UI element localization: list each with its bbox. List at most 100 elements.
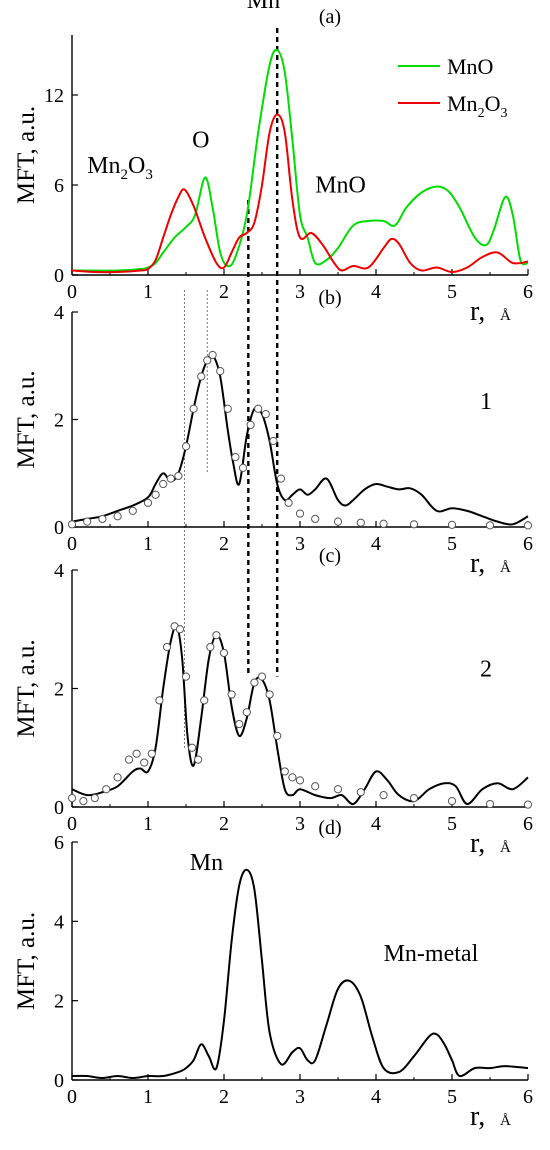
data-point <box>98 514 107 524</box>
annotation: O <box>192 128 209 154</box>
data-point <box>356 788 365 797</box>
y-tick-label: 0 <box>54 517 64 539</box>
x-tick-label: 2 <box>219 533 229 555</box>
legend-label: MnO <box>447 54 493 79</box>
data-point <box>159 479 168 489</box>
data-point <box>90 794 99 803</box>
data-point <box>409 520 419 529</box>
data-point <box>231 453 240 462</box>
panel-4: 0 1 2 3 4 5 6 0 2 4 6 MFT, a.u. r, Å (d) Mn Mn-metal <box>13 817 533 1132</box>
data-point <box>166 474 175 483</box>
x-tick-label: 1 <box>143 813 153 835</box>
data-point <box>311 782 320 791</box>
x-tick-label: 0 <box>67 813 77 835</box>
x-tick-label: 5 <box>447 813 457 835</box>
data-point <box>485 521 495 530</box>
data-point <box>485 799 495 809</box>
data-point <box>189 404 198 413</box>
x-tick-label: 1 <box>143 533 153 555</box>
data-point <box>246 420 255 429</box>
data-point <box>356 518 365 527</box>
guide-lines <box>183 28 279 748</box>
annotation: Mn2O3 <box>87 153 153 183</box>
panel-label: (b) <box>318 287 341 309</box>
data-point <box>79 796 88 806</box>
data-point <box>447 796 457 806</box>
x-tick-label: 1 <box>143 281 153 303</box>
data-point <box>242 708 251 717</box>
data-point <box>269 436 278 446</box>
data-point <box>523 521 533 530</box>
data-point <box>379 519 388 528</box>
data-point <box>379 791 388 800</box>
data-point <box>265 690 274 699</box>
data-point <box>124 755 134 764</box>
data-point <box>147 749 156 758</box>
data-point <box>203 356 212 365</box>
data-point <box>523 800 533 809</box>
x-tick-label: 0 <box>67 1086 77 1108</box>
y-tick-label: 0 <box>54 1070 64 1092</box>
data-point <box>200 696 209 705</box>
x-axis-label: r, <box>470 828 485 859</box>
series-line-mno <box>71 113 529 274</box>
series-number-label: 1 <box>480 389 492 415</box>
data-point <box>333 517 343 526</box>
data-point <box>174 471 183 481</box>
data-point <box>212 631 221 640</box>
panel-label: (c) <box>319 545 341 567</box>
x-tick-label: 4 <box>371 813 381 835</box>
annotation: Mn <box>247 0 280 14</box>
x-tick-label: 6 <box>523 281 533 303</box>
y-tick-label: 4 <box>54 560 64 582</box>
data-point <box>187 743 197 752</box>
data-point <box>128 506 137 515</box>
x-axis-label: r, <box>470 1101 485 1132</box>
data-point <box>311 514 320 524</box>
panel-label: (d) <box>318 817 341 839</box>
data-point <box>288 773 297 782</box>
x-tick-label: 2 <box>219 1086 229 1108</box>
legend-label: Mn2O3 <box>447 91 507 121</box>
data-point <box>257 672 267 681</box>
x-tick-label: 5 <box>447 533 457 555</box>
y-tick-label: 6 <box>54 175 64 197</box>
series-line-mnmetal <box>71 868 529 1080</box>
y-tick-label: 0 <box>54 265 64 287</box>
data-point <box>132 749 141 758</box>
x-tick-label: 6 <box>523 813 533 835</box>
data-point <box>333 785 343 794</box>
x-tick-label: 6 <box>523 533 533 555</box>
y-tick-label: 2 <box>54 991 64 1013</box>
data-point <box>227 690 236 699</box>
data-point <box>254 404 263 413</box>
data-point <box>261 410 270 419</box>
data-point <box>151 490 160 499</box>
data-point <box>197 372 206 381</box>
data-point <box>155 696 164 705</box>
data-point <box>216 367 225 376</box>
x-tick-label: 0 <box>67 533 77 555</box>
data-point <box>447 520 457 529</box>
data-point <box>219 648 229 658</box>
x-tick-label: 0 <box>67 281 77 303</box>
x-axis-unit: Å <box>500 560 511 576</box>
data-point <box>67 520 77 529</box>
legend: MnO Mn2O3 <box>398 54 507 121</box>
x-tick-label: 4 <box>371 533 381 555</box>
x-tick-label: 2 <box>219 813 229 835</box>
y-tick-label: 12 <box>44 85 64 107</box>
x-tick-label: 5 <box>447 1086 457 1108</box>
x-tick-label: 1 <box>143 1086 153 1108</box>
y-axis-label: MFT, a.u. <box>13 639 40 737</box>
data-point <box>223 404 232 413</box>
data-point <box>409 794 419 803</box>
data-point <box>235 719 244 729</box>
annotation: Mn <box>190 850 223 876</box>
data-point <box>276 474 286 483</box>
data-point <box>238 463 248 472</box>
data-point <box>208 350 217 360</box>
data-point <box>83 517 92 526</box>
